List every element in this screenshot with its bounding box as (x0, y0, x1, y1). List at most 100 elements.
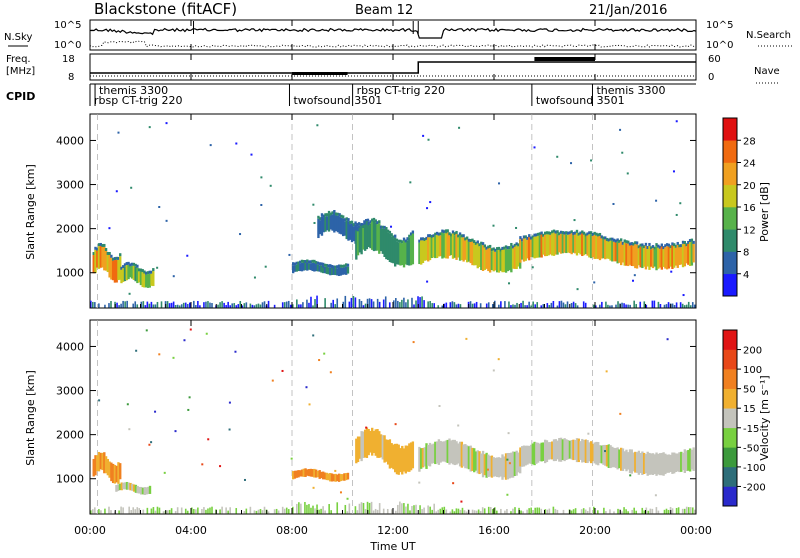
scatter-cell (297, 470, 300, 478)
scatter-speckle (150, 441, 153, 444)
scatter-edge (336, 265, 339, 269)
scatter-cell (119, 463, 122, 480)
scatter-cell (127, 264, 130, 280)
scatter-cell (451, 233, 455, 259)
scatter-speckle (209, 144, 212, 147)
cpid-label: CPID (6, 90, 35, 103)
scatter-edge (627, 240, 630, 244)
scatter-edge (358, 227, 362, 231)
scatter-cell (551, 233, 554, 256)
scatter-speckle (672, 170, 675, 173)
scatter-cell (561, 439, 565, 461)
ground-scatter (217, 304, 219, 308)
scatter-cell (600, 238, 603, 259)
ground-scatter (621, 302, 623, 308)
scatter-cell (457, 237, 460, 258)
scatter-cell (124, 482, 127, 490)
ground-scatter (481, 507, 484, 514)
scatter-cell (616, 241, 619, 264)
scatter-cell (337, 267, 341, 277)
ground-scatter (601, 301, 603, 308)
scatter-cell (362, 227, 365, 250)
scatter-edge (690, 238, 694, 242)
scatter-cell (473, 243, 476, 266)
ground-scatter (306, 299, 308, 308)
ground-scatter (653, 300, 656, 308)
scatter-edge (333, 209, 336, 213)
ground-scatter (245, 508, 248, 514)
scatter-edge (481, 242, 485, 246)
scatter-edge (474, 241, 478, 245)
scatter-cell (650, 249, 653, 267)
ground-scatter (540, 305, 543, 308)
scatter-cell (547, 442, 550, 460)
scatter-cell (425, 239, 428, 261)
scatter-edge (568, 231, 572, 235)
colorbar-tick-label: -15 (743, 424, 759, 435)
scatter-cell (341, 474, 344, 481)
scatter-speckle (98, 399, 101, 402)
scatter-cell (385, 230, 388, 260)
scatter-cell (568, 234, 572, 254)
scatter-edge (340, 214, 343, 218)
scatter-cell (139, 271, 143, 286)
ground-scatter (623, 507, 625, 514)
ground-scatter (459, 304, 462, 308)
scatter-cell (621, 244, 625, 263)
scatter-speckle (128, 292, 131, 295)
scatter-edge (313, 259, 316, 263)
scatter-cell (152, 271, 155, 287)
scatter-speckle (308, 403, 311, 406)
scatter-cell (526, 239, 529, 259)
ground-scatter (277, 510, 280, 514)
scatter-cell (671, 245, 674, 269)
scatter-speckle (239, 233, 242, 236)
ground-scatter (227, 510, 229, 514)
scatter-cell (309, 468, 313, 477)
scatter-cell (543, 439, 547, 464)
scatter-speckle (126, 403, 129, 406)
scatter-edge (383, 225, 386, 229)
freq-label-2: [MHz] (6, 66, 35, 77)
scatter-speckle (128, 428, 131, 431)
ground-scatter (344, 504, 347, 514)
scatter-edge (129, 263, 132, 267)
ground-scatter (370, 501, 373, 514)
scatter-edge (545, 231, 549, 235)
scatter-edge (339, 264, 343, 268)
scatter-cell (575, 232, 579, 256)
ground-scatter (582, 301, 585, 308)
ground-scatter (267, 300, 270, 308)
ground-scatter (691, 507, 694, 514)
scatter-edge (680, 244, 683, 248)
scatter-cell (545, 440, 549, 463)
scatter-edge (591, 232, 595, 236)
scatter-edge (655, 243, 658, 247)
scatter-speckle (394, 423, 397, 426)
scatter-cell (501, 454, 504, 480)
scatter-edge (395, 238, 399, 242)
noise-bottom-tick: 10^0 (54, 40, 81, 51)
scatter-cell (535, 236, 538, 258)
ground-scatter (203, 507, 205, 514)
scatter-cell (481, 245, 485, 271)
scatter-speckle (533, 146, 536, 149)
scatter-cell (360, 431, 363, 462)
ground-scatter (243, 511, 246, 514)
ground-scatter (617, 508, 619, 514)
scatter-cell (653, 249, 656, 267)
scatter-cell (515, 245, 518, 270)
scatter-edge (371, 218, 374, 222)
scatter-cell (309, 263, 313, 271)
ground-scatter (473, 303, 476, 308)
scatter-edge (329, 264, 332, 268)
scatter-cell (395, 443, 399, 475)
ground-scatter (455, 304, 458, 308)
ground-scatter (548, 508, 551, 514)
nave-tick-bottom: 0 (708, 72, 714, 83)
scatter-cell (392, 238, 395, 264)
scatter-cell (690, 449, 694, 470)
scatter-cell (401, 243, 404, 266)
ground-scatter (332, 299, 334, 308)
scatter-speckle (675, 213, 678, 216)
